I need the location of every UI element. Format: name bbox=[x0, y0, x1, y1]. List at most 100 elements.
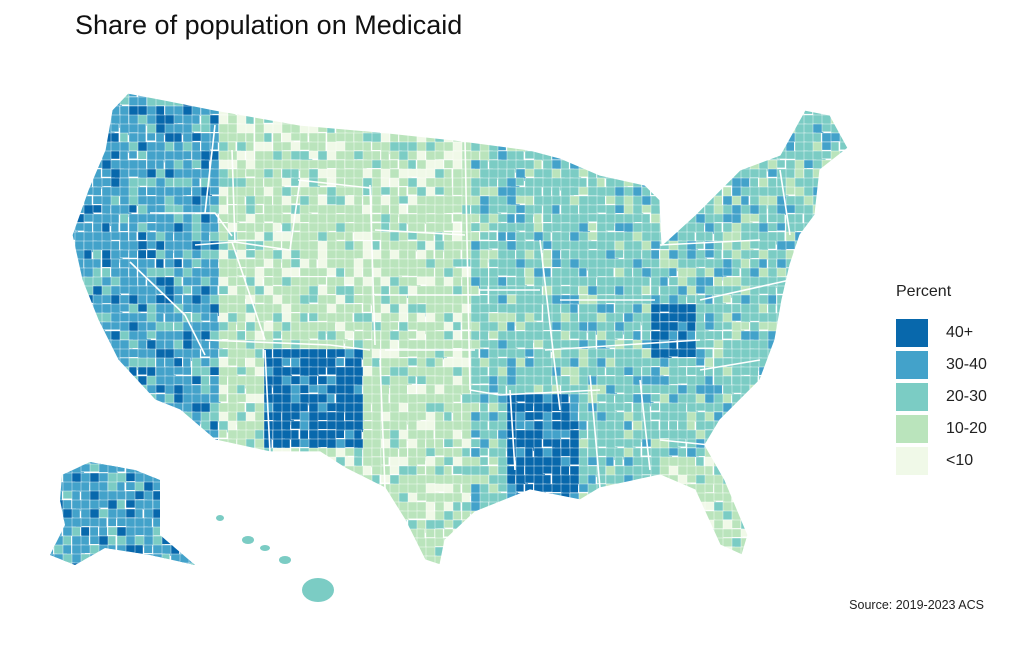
county-cell bbox=[830, 411, 842, 421]
county-cell bbox=[776, 438, 789, 450]
county-cell bbox=[695, 186, 707, 197]
county-cell bbox=[416, 564, 426, 565]
county-cell bbox=[506, 168, 516, 180]
county-cell bbox=[668, 528, 681, 538]
county-cell bbox=[72, 114, 77, 125]
county-cell bbox=[335, 114, 346, 127]
county-cell bbox=[155, 195, 166, 205]
county-cell bbox=[272, 159, 284, 169]
county-cell bbox=[128, 204, 138, 213]
county-cell bbox=[119, 132, 129, 144]
county-cell bbox=[353, 555, 364, 565]
county-cell bbox=[812, 384, 824, 397]
county-cell bbox=[668, 537, 678, 548]
county-cell bbox=[371, 96, 383, 110]
county-cell bbox=[74, 123, 86, 137]
county-cell bbox=[849, 151, 861, 161]
county-cell bbox=[830, 276, 840, 287]
county-cell bbox=[650, 528, 661, 539]
county-cell bbox=[182, 492, 193, 502]
county-cell bbox=[849, 313, 858, 325]
county-cell bbox=[506, 105, 516, 117]
county-cell bbox=[506, 564, 518, 565]
county-cell bbox=[686, 555, 697, 565]
county-cell bbox=[704, 150, 715, 164]
county-cell bbox=[542, 555, 557, 565]
county-cell bbox=[326, 93, 338, 100]
county-cell bbox=[218, 330, 230, 340]
county-cell bbox=[245, 249, 256, 258]
county-cell bbox=[849, 268, 860, 278]
county-cell bbox=[335, 429, 345, 439]
county-cell bbox=[425, 564, 437, 565]
county-cell bbox=[434, 366, 446, 378]
county-cell bbox=[578, 402, 589, 413]
county-cell bbox=[170, 462, 182, 467]
county-cell bbox=[776, 546, 787, 561]
county-cell bbox=[533, 330, 544, 341]
county-cell bbox=[110, 384, 125, 395]
county-cell bbox=[587, 555, 598, 565]
county-cell bbox=[488, 231, 498, 241]
county-cell bbox=[137, 402, 150, 416]
county-cell bbox=[488, 510, 502, 523]
county-cell bbox=[92, 555, 107, 565]
county-cell bbox=[839, 168, 848, 182]
county-cell bbox=[488, 114, 502, 128]
county-cell bbox=[236, 312, 247, 323]
county-cell bbox=[362, 564, 377, 565]
county-cell bbox=[605, 267, 614, 278]
county-cell bbox=[200, 411, 211, 423]
county-cell bbox=[587, 519, 597, 531]
county-cell bbox=[713, 546, 723, 556]
county-cell bbox=[299, 186, 311, 196]
county-cell bbox=[830, 339, 841, 350]
county-cell bbox=[326, 393, 335, 404]
county-cell bbox=[164, 429, 176, 443]
county-cell bbox=[299, 465, 309, 477]
county-cell bbox=[641, 420, 653, 432]
county-cell bbox=[425, 123, 436, 135]
county-cell bbox=[98, 517, 108, 528]
county-cell bbox=[839, 96, 848, 105]
county-cell bbox=[452, 114, 466, 127]
county-cell bbox=[668, 546, 680, 558]
county-cell bbox=[849, 556, 859, 565]
county-cell bbox=[668, 132, 681, 144]
county-cell bbox=[849, 457, 861, 466]
county-cell bbox=[344, 330, 354, 340]
county-cell bbox=[686, 204, 697, 215]
county-cell bbox=[353, 96, 368, 110]
county-cell bbox=[533, 429, 544, 440]
county-cell bbox=[785, 93, 798, 98]
county-cell bbox=[182, 366, 192, 376]
county-cell bbox=[353, 93, 367, 97]
county-cell bbox=[146, 447, 156, 457]
county-cell bbox=[335, 384, 346, 395]
county-cell bbox=[62, 553, 74, 565]
county-cell bbox=[335, 267, 345, 279]
county-cell bbox=[704, 159, 715, 172]
county-cell bbox=[173, 510, 183, 520]
county-cell bbox=[479, 393, 489, 405]
county-cell bbox=[659, 492, 674, 502]
county-cell bbox=[614, 519, 625, 529]
county-cell bbox=[695, 114, 707, 127]
county-cell bbox=[659, 537, 671, 551]
county-cell bbox=[83, 411, 97, 422]
county-cell bbox=[839, 384, 848, 395]
county-cell bbox=[308, 96, 322, 109]
county-cell bbox=[308, 366, 320, 377]
county-cell bbox=[605, 258, 616, 269]
county-cell bbox=[614, 249, 624, 259]
county-cell bbox=[812, 267, 826, 277]
county-cell bbox=[198, 455, 211, 465]
county-cell bbox=[326, 114, 337, 125]
county-cell bbox=[434, 93, 446, 101]
county-cell bbox=[722, 222, 733, 233]
county-cell bbox=[443, 303, 454, 314]
county-cell bbox=[560, 501, 574, 514]
county-cell bbox=[794, 393, 807, 403]
county-cell bbox=[803, 276, 816, 286]
county-cell bbox=[686, 123, 700, 134]
